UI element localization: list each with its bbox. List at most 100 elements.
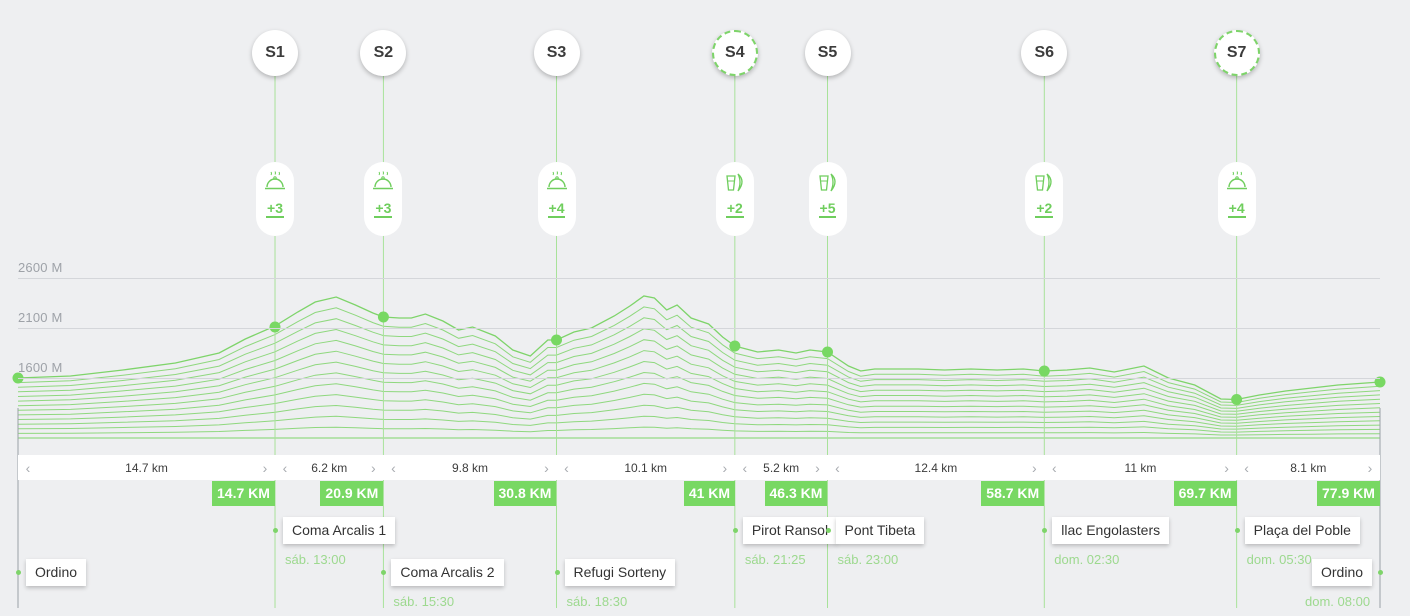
distance-segment: ‹ 5.2 km › bbox=[738, 455, 825, 480]
station-badge-s4[interactable]: S4 bbox=[711, 30, 758, 76]
chevron-right-icon[interactable]: › bbox=[1367, 459, 1373, 476]
supply-count: +5 bbox=[818, 200, 837, 218]
relief-line bbox=[17, 360, 1381, 418]
elevation-marker bbox=[551, 334, 563, 346]
relief-line bbox=[17, 426, 1381, 436]
chevron-left-icon[interactable]: ‹ bbox=[1051, 459, 1057, 476]
relief-line bbox=[17, 328, 1381, 409]
chevron-right-icon[interactable]: › bbox=[371, 459, 376, 476]
elevation-line bbox=[17, 295, 1381, 401]
elevation-marker bbox=[377, 311, 389, 323]
chevron-left-icon[interactable]: ‹ bbox=[25, 459, 31, 476]
location-dot bbox=[732, 528, 738, 533]
location-time: sáb. 21:25 bbox=[744, 552, 806, 567]
location-label[interactable]: Refugi Sorteny bbox=[564, 559, 676, 586]
distance-segment: ‹ 11 km › bbox=[1047, 455, 1233, 480]
cumulative-km: 30.8 KM bbox=[493, 481, 557, 506]
supply-pill[interactable]: +2 bbox=[715, 162, 754, 236]
station-badge-s1[interactable]: S1 bbox=[252, 30, 298, 76]
segment-distance: 5.2 km bbox=[763, 460, 800, 475]
y-tick-label: 1600 M bbox=[18, 360, 63, 375]
chevron-right-icon[interactable]: › bbox=[544, 459, 549, 476]
location-label[interactable]: Pont Tibeta bbox=[835, 517, 925, 544]
supply-pill[interactable]: +4 bbox=[537, 162, 576, 236]
location-time: dom. 02:30 bbox=[1054, 552, 1120, 567]
cumulative-km: 58.7 KM bbox=[981, 481, 1045, 506]
grid-line bbox=[18, 328, 1380, 329]
station-badge-s7[interactable]: S7 bbox=[1213, 30, 1260, 76]
supply-pill[interactable]: +3 bbox=[256, 162, 294, 236]
y-tick-label: 2100 M bbox=[18, 310, 63, 325]
y-tick-label: 2600 M bbox=[18, 260, 63, 275]
elevation-marker bbox=[822, 346, 834, 358]
relief-line bbox=[17, 339, 1381, 412]
chevron-left-icon[interactable]: ‹ bbox=[282, 459, 288, 476]
station-badge-s6[interactable]: S6 bbox=[1021, 30, 1068, 76]
elevation-marker bbox=[269, 321, 281, 333]
supply-count: +3 bbox=[266, 200, 284, 218]
location-dot bbox=[825, 528, 831, 533]
relief-line bbox=[17, 393, 1381, 427]
food-cloche-icon bbox=[546, 171, 567, 190]
grid-line bbox=[18, 278, 1380, 279]
station-badge-s5[interactable]: S5 bbox=[804, 30, 851, 76]
distance-segment: ‹ 8.1 km › bbox=[1240, 455, 1377, 480]
station-badge-s3[interactable]: S3 bbox=[533, 30, 580, 76]
supply-count: +3 bbox=[374, 200, 393, 218]
chevron-right-icon[interactable]: › bbox=[262, 459, 268, 476]
segment-distance: 11 km bbox=[1124, 460, 1157, 475]
location-time: dom. 05:30 bbox=[1246, 552, 1312, 567]
location-dot bbox=[1378, 570, 1383, 575]
supply-pill[interactable]: +4 bbox=[1217, 162, 1256, 236]
segment-distance: 10.1 km bbox=[624, 460, 667, 475]
chevron-left-icon[interactable]: ‹ bbox=[835, 459, 840, 476]
supply-pill[interactable]: +2 bbox=[1025, 162, 1064, 236]
chevron-left-icon[interactable]: ‹ bbox=[742, 459, 748, 476]
location-label[interactable]: Pirot Ransol bbox=[742, 517, 838, 544]
chevron-right-icon[interactable]: › bbox=[815, 459, 820, 476]
chevron-left-icon[interactable]: ‹ bbox=[564, 459, 569, 476]
segment-distance: 6.2 km bbox=[311, 460, 348, 475]
location-label[interactable]: llac Engolasters bbox=[1052, 517, 1170, 544]
chevron-left-icon[interactable]: ‹ bbox=[391, 459, 396, 476]
distance-segment: ‹ 12.4 km › bbox=[831, 455, 1042, 480]
chevron-left-icon[interactable]: ‹ bbox=[1244, 459, 1249, 476]
drink-banana-icon bbox=[1035, 173, 1052, 192]
supply-pill[interactable]: +3 bbox=[364, 162, 403, 236]
location-dot bbox=[273, 528, 278, 533]
chevron-right-icon[interactable]: › bbox=[1031, 459, 1037, 476]
segment-distance: 9.8 km bbox=[451, 460, 488, 475]
grid-line bbox=[18, 378, 1380, 379]
location-label[interactable]: Plaça del Poble bbox=[1244, 517, 1360, 544]
supply-count: +4 bbox=[547, 200, 566, 218]
supply-pill[interactable]: +5 bbox=[808, 162, 847, 236]
location-dot bbox=[1234, 528, 1240, 533]
location-dot bbox=[381, 570, 387, 575]
location-label[interactable]: Coma Arcalis 1 bbox=[283, 517, 396, 544]
station-badge-s2[interactable]: S2 bbox=[360, 30, 407, 76]
location-time: sáb. 18:30 bbox=[566, 594, 628, 609]
distance-segment: ‹ 6.2 km › bbox=[278, 455, 380, 480]
drink-banana-icon bbox=[726, 173, 743, 192]
elevation-marker bbox=[1231, 394, 1243, 405]
chevron-right-icon[interactable]: › bbox=[722, 459, 728, 476]
relief-line bbox=[17, 317, 1381, 406]
relief-line bbox=[17, 415, 1381, 433]
cumulative-km: 41 KM bbox=[683, 481, 736, 506]
relief-line bbox=[17, 306, 1381, 404]
chevron-right-icon[interactable]: › bbox=[1224, 459, 1229, 476]
supply-count: +2 bbox=[1035, 200, 1054, 218]
cumulative-km: 69.7 KM bbox=[1173, 481, 1237, 506]
segment-distance: 12.4 km bbox=[914, 460, 958, 475]
relief-line bbox=[17, 382, 1381, 424]
location-label[interactable]: Ordino bbox=[1312, 559, 1373, 586]
distance-segment: ‹ 10.1 km › bbox=[560, 455, 732, 480]
location-time: sáb. 15:30 bbox=[393, 594, 455, 609]
supply-count: +4 bbox=[1227, 200, 1246, 218]
segment-distance: 14.7 km bbox=[125, 460, 168, 475]
location-label[interactable]: Ordino bbox=[26, 559, 87, 586]
location-dot bbox=[16, 570, 21, 575]
location-label[interactable]: Coma Arcalis 2 bbox=[391, 559, 504, 586]
drink-banana-icon bbox=[818, 173, 836, 192]
